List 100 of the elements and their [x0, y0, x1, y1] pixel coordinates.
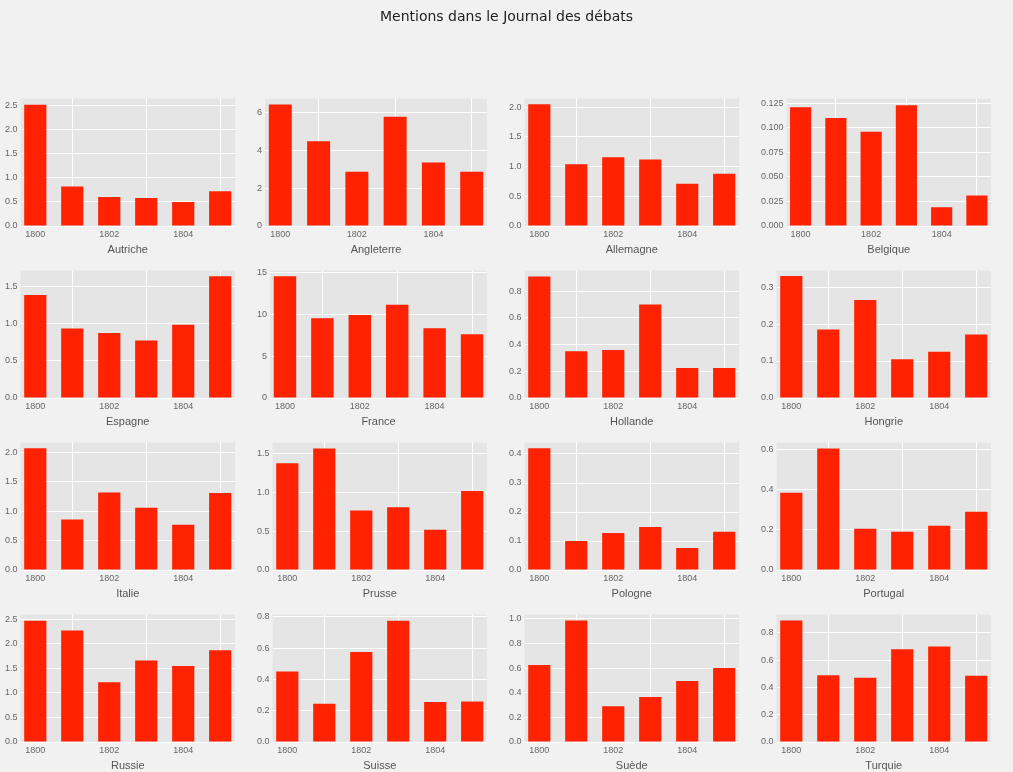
bar [928, 646, 951, 742]
y-tick-label: 2.5 [5, 613, 18, 624]
x-tick-label: 1800 [25, 572, 46, 583]
bar [928, 525, 951, 570]
bar [565, 541, 588, 570]
x-tick-label: 1800 [529, 744, 550, 755]
bar [423, 328, 446, 398]
x-axis-title: Turquie [865, 759, 903, 772]
bar [268, 104, 292, 226]
bar [209, 650, 232, 742]
bar [307, 141, 331, 226]
x-tick-label: 1804 [423, 228, 444, 239]
bar [965, 675, 988, 742]
x-tick-label: 1802 [603, 228, 624, 239]
bar [345, 171, 369, 226]
bar [135, 660, 158, 742]
bar [172, 665, 195, 742]
bar [790, 107, 812, 226]
bar [135, 340, 158, 398]
y-tick-label: 15 [257, 266, 268, 277]
text: Mentions dans le Journal des débats [379, 8, 634, 24]
bar [825, 118, 847, 226]
x-axis-title: Autriche [107, 243, 148, 256]
bar [817, 329, 840, 398]
x-tick-label: 1800 [529, 572, 550, 583]
y-tick-label: 0.5 [257, 525, 270, 536]
bar [209, 492, 232, 570]
y-tick-label: 0.2 [509, 711, 522, 722]
x-axis-title: Prusse [362, 587, 397, 600]
bar [817, 675, 840, 742]
y-tick-label: 0.6 [509, 312, 522, 323]
y-tick-label: 1.5 [5, 476, 18, 487]
y-tick-label: 0.6 [761, 443, 774, 454]
bar [891, 649, 914, 742]
x-axis-title: Suède [615, 759, 648, 772]
bar [854, 299, 877, 398]
bar [639, 697, 662, 742]
bar [98, 492, 121, 570]
y-tick-label: 0.8 [509, 637, 522, 648]
bar [676, 680, 699, 742]
bar [565, 620, 588, 742]
bar [461, 491, 484, 570]
bar [61, 519, 84, 570]
y-tick-label: 0.6 [761, 654, 774, 665]
bar [311, 318, 334, 398]
y-tick-label: 0.1 [761, 355, 774, 366]
y-tick-label: 0 [256, 220, 263, 231]
y-tick-label: 0.0 [257, 564, 270, 575]
y-tick-label: 0.0 [761, 564, 774, 575]
y-tick-label: 2.0 [509, 101, 522, 112]
bar [854, 677, 877, 742]
y-tick-label: 0.4 [761, 681, 774, 692]
bar [931, 207, 953, 226]
x-tick-label: 1800 [277, 572, 298, 583]
bar [713, 668, 736, 742]
x-tick-label: 1800 [270, 228, 291, 239]
bar [24, 448, 47, 570]
bar [424, 529, 447, 570]
x-tick-label: 1802 [99, 572, 120, 583]
y-tick-label: 1.0 [509, 613, 522, 624]
x-tick-label: 1800 [25, 744, 46, 755]
x-tick-label: 1800 [529, 400, 550, 411]
y-tick-label: 0.2 [761, 709, 774, 720]
bar [565, 351, 588, 398]
bar [348, 314, 372, 398]
bar [528, 664, 551, 742]
x-tick-label: 1804 [677, 400, 698, 411]
x-tick-label: 1804 [677, 572, 698, 583]
y-tick-label: 1.0 [5, 317, 18, 328]
y-tick-label: 0.1 [509, 535, 522, 546]
y-tick-label: 0.0 [257, 736, 270, 747]
x-tick-label: 1802 [855, 400, 876, 411]
bar [676, 547, 699, 570]
y-tick-label: 0.2 [761, 318, 774, 329]
bar [966, 195, 988, 226]
bar [965, 511, 988, 570]
bar [639, 527, 662, 570]
bar [385, 304, 409, 398]
y-tick-label: 0.0 [761, 392, 774, 403]
bar [61, 186, 84, 226]
bar [780, 492, 803, 570]
x-tick-label: 1802 [349, 400, 370, 411]
bar [98, 333, 121, 398]
x-tick-label: 1804 [929, 400, 950, 411]
x-axis-title: Pologne [611, 587, 652, 600]
y-tick-label: 0.6 [257, 642, 270, 653]
bar [61, 630, 84, 742]
x-tick-label: 1802 [855, 744, 876, 755]
bar [98, 682, 121, 742]
y-tick-label: 0.0 [5, 564, 18, 575]
bar [350, 510, 373, 570]
y-tick-label: 1.0 [5, 172, 18, 183]
x-tick-label: 1802 [603, 744, 624, 755]
x-tick-label: 1802 [346, 228, 367, 239]
x-tick-label: 1802 [603, 572, 624, 583]
bar [387, 507, 410, 570]
bar [461, 701, 484, 742]
bar [387, 620, 410, 742]
y-tick-label: 4 [256, 145, 263, 156]
y-tick-label: 0.5 [5, 355, 18, 366]
